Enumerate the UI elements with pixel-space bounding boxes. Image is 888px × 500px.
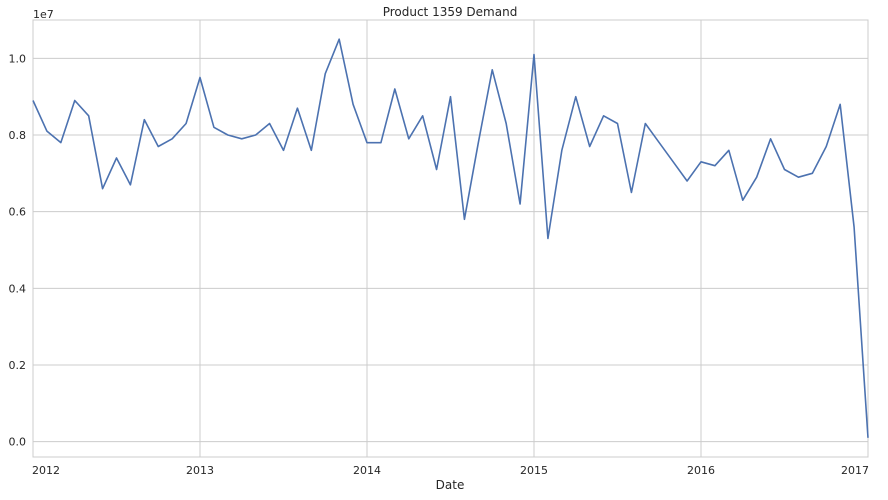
demand-series-line [32,38,869,438]
y-offset-label: 1e7 [33,8,54,21]
x-tick-labels: 2012 2013 2014 2015 2016 2017 [32,464,869,477]
x-tick-label: 2017 [841,464,869,477]
plot-frame [32,19,869,458]
y-tick-label: 0.0 [9,436,27,449]
x-tick-label: 2015 [520,464,548,477]
y-tick-label: 0.2 [9,359,27,372]
x-axis-label: Date [436,478,465,492]
y-tick-label: 0.8 [9,129,27,142]
y-tick-label: 0.6 [9,206,27,219]
x-tick-label: 2014 [353,464,381,477]
grid-lines [32,20,869,457]
chart-title: Product 1359 Demand [383,5,518,19]
y-tick-labels: 0.0 0.2 0.4 0.6 0.8 1.0 [9,52,27,448]
y-tick-label: 1.0 [9,52,27,65]
x-tick-label: 2012 [32,464,60,477]
x-tick-label: 2013 [186,464,214,477]
series-layer [32,38,869,438]
x-tick-label: 2016 [687,464,715,477]
y-tick-label: 0.4 [9,282,27,295]
